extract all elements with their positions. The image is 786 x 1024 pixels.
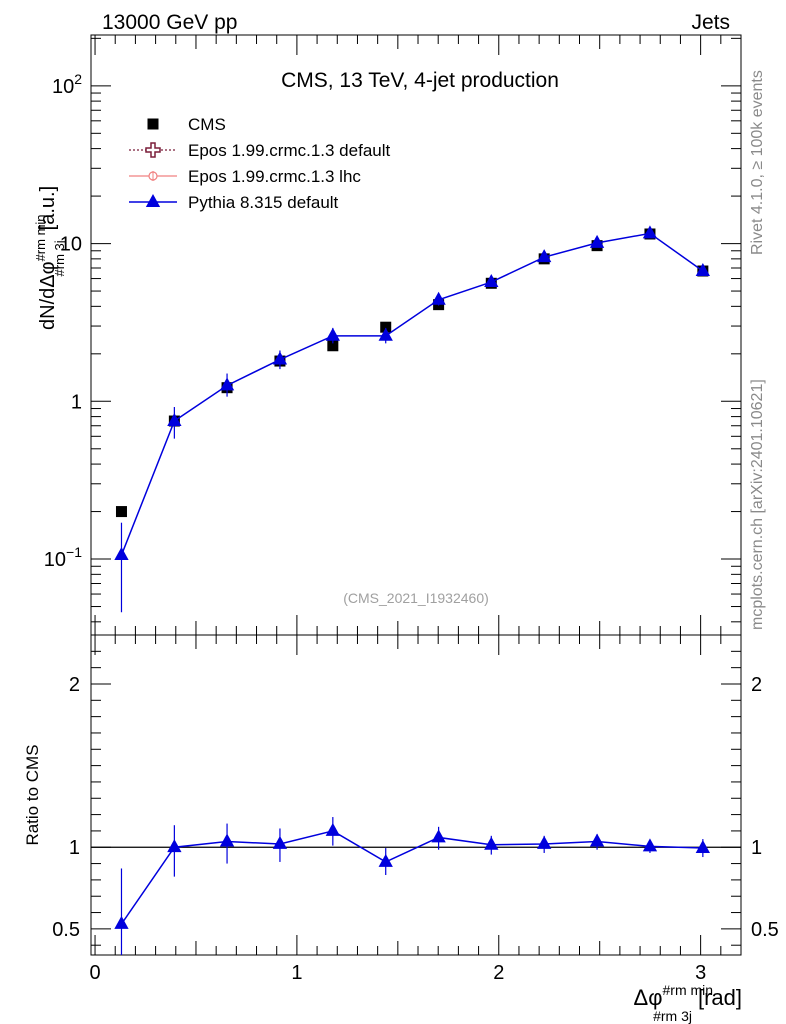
main-series <box>114 225 710 613</box>
cms-point <box>380 321 392 333</box>
ratio-y-tick-label: 1 <box>69 837 80 859</box>
ratio-panel-frame <box>90 634 742 956</box>
pythia-point <box>325 327 340 341</box>
pythia-point <box>114 546 129 560</box>
main-y-label-sup: #rm min <box>33 214 48 261</box>
ratio-y-tick-label-right: 2 <box>751 674 762 696</box>
mcplots-label: mcplots.cern.ch [arXiv:2401.10621] <box>749 379 766 630</box>
ratio-pythia-point <box>642 838 658 852</box>
plot-title: CMS, 13 TeV, 4-jet production <box>281 69 559 92</box>
pythia-point <box>695 262 710 276</box>
ratio-pythia-point <box>695 840 710 854</box>
ratio-pythia-point <box>114 915 129 929</box>
header-right: Jets <box>691 11 730 34</box>
main-y-label: dN/dΔφ#rm min #rm 3j [a.u.] <box>33 186 67 330</box>
main-y-label-main: dN/dΔφ <box>37 261 59 330</box>
main-y-tick-label: 1 <box>71 391 82 413</box>
pythia-point <box>167 412 182 426</box>
pythia-point <box>431 291 446 305</box>
x-axis-label-sup: #rm min <box>663 982 714 998</box>
ratio-pythia-point <box>378 853 393 867</box>
ratio-pythia-point <box>167 839 182 853</box>
ratio-pythia-point <box>537 835 552 849</box>
x-axis-label-main: Δφ <box>634 985 663 1010</box>
pythia-point <box>272 351 288 365</box>
main-y-tick-label: 102 <box>52 71 82 98</box>
rivet-label: Rivet 4.1.0, ≥ 100k events <box>749 70 766 255</box>
x-tick-label: 1 <box>291 962 302 984</box>
tick-exponent: −1 <box>66 544 82 560</box>
ratio-series <box>91 817 741 955</box>
pythia-point <box>589 234 605 248</box>
main-y-tick-label: 10−1 <box>44 544 82 571</box>
header-left: 13000 GeV pp <box>102 11 237 34</box>
pythia-point <box>484 274 499 288</box>
ratio-pythia-line <box>120 830 703 925</box>
cms-point <box>115 506 127 518</box>
ratio-pythia-point <box>219 833 235 847</box>
legend-label: Pythia 8.315 default <box>188 193 339 212</box>
x-axis-label: Δφ#rm min #rm 3j [rad] <box>634 982 742 1024</box>
legend-marker-cms <box>147 118 159 130</box>
ratio-y-tick-label-right: 0.5 <box>751 919 779 941</box>
ratio-x-ticks: 0 1 2 3 <box>89 635 742 984</box>
ratio-y-tick-label: 2 <box>69 674 80 696</box>
pythia-point <box>642 225 658 239</box>
pythia-line <box>120 232 704 556</box>
analysis-id: (CMS_2021_I1932460) <box>343 590 489 606</box>
main-y-label-unit: [a.u.] <box>37 186 59 230</box>
tick-base: 10 <box>44 549 66 571</box>
ratio-pythia-point <box>431 829 446 843</box>
main-y-label-sub: #rm 3j <box>52 240 67 276</box>
ratio-y-label: Ratio to CMS <box>23 744 42 845</box>
legend: CMS Epos 1.99.crmc.1.3 default Epos 1.99.c… <box>129 115 391 212</box>
tick-exponent: 2 <box>74 71 82 87</box>
x-tick-label: 0 <box>89 962 100 984</box>
x-axis-label-unit: [rad] <box>698 985 742 1010</box>
ratio-y-tick-label-right: 1 <box>751 837 762 859</box>
pythia-point <box>219 377 235 391</box>
legend-label: Epos 1.99.crmc.1.3 default <box>188 141 391 160</box>
main-y-tick-label: 10 <box>60 234 82 256</box>
legend-marker-epos-default <box>145 142 161 158</box>
legend-marker-pythia <box>145 193 161 207</box>
main-x-ticks <box>94 35 742 635</box>
legend-label: Epos 1.99.crmc.1.3 lhc <box>188 167 361 186</box>
tick-base: 10 <box>52 76 74 98</box>
ratio-pythia-point <box>272 835 288 849</box>
x-tick-label: 3 <box>695 962 706 984</box>
ratio-pythia-point <box>325 822 340 836</box>
ratio-pythia-point <box>589 833 605 847</box>
x-tick-label: 2 <box>493 962 504 984</box>
ratio-y-tick-label: 0.5 <box>52 919 80 941</box>
ratio-y-ticks: 0.5 0.5 1 1 2 2 <box>52 650 779 946</box>
pythia-point <box>537 249 552 263</box>
pythia-point <box>378 327 393 341</box>
x-axis-label-sub: #rm 3j <box>653 1008 692 1024</box>
cms-point <box>327 340 339 352</box>
ratio-pythia-point <box>484 836 499 850</box>
legend-label: CMS <box>188 115 226 134</box>
